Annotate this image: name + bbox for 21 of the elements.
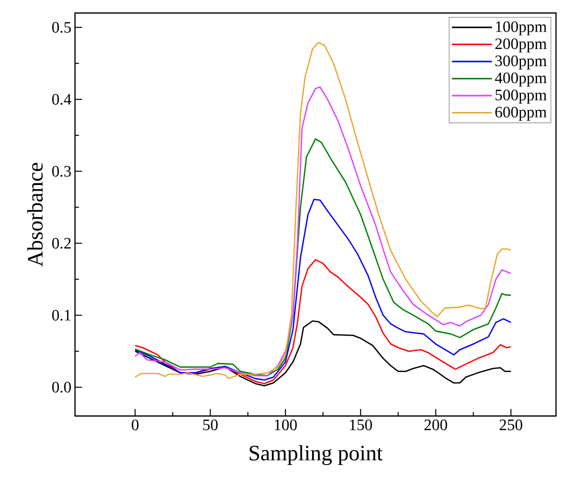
y-tick-label: 0.2 bbox=[52, 238, 71, 249]
x-tick-label: 50 bbox=[203, 420, 218, 430]
y-tick-label: 0.5 bbox=[52, 22, 71, 33]
x-axis-title: Sampling point bbox=[250, 445, 383, 466]
x-tick-label: 0 bbox=[132, 420, 139, 430]
x-tick-label: 250 bbox=[500, 420, 522, 430]
y-axis-title: Absorbance bbox=[27, 162, 43, 267]
y-tick-label: 0.3 bbox=[52, 166, 71, 177]
legend-label: 300ppm bbox=[495, 55, 547, 70]
legend-label: 600ppm bbox=[495, 106, 547, 121]
y-tick-label: 0.0 bbox=[52, 382, 71, 393]
x-tick-label: 100 bbox=[274, 420, 297, 430]
x-tick-label: 200 bbox=[424, 420, 448, 430]
legend-label: 400ppm bbox=[494, 72, 547, 87]
line-series bbox=[134, 198, 512, 381]
legend-label: 200ppm bbox=[495, 38, 547, 52]
x-tick-label: 150 bbox=[350, 420, 372, 430]
legend-label: 500ppm bbox=[496, 90, 547, 104]
y-tick-label: 0.4 bbox=[52, 94, 72, 105]
y-tick-label: 0.1 bbox=[52, 310, 71, 321]
legend-label: 100ppm bbox=[496, 21, 547, 36]
